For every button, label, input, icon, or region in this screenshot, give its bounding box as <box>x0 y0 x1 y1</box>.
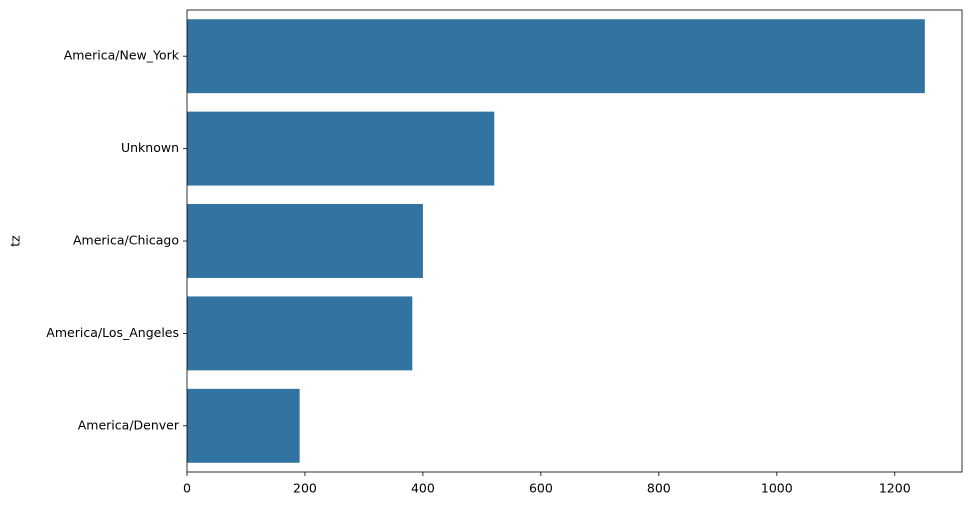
bar <box>187 296 413 371</box>
x-tick-label: 800 <box>647 481 671 496</box>
y-tick-label: America/Chicago <box>73 233 179 248</box>
y-axis-label: tz <box>8 235 23 247</box>
x-tick-label: 200 <box>293 481 317 496</box>
x-tick-label: 0 <box>183 481 191 496</box>
x-tick-label: 400 <box>411 481 435 496</box>
y-tick-label: Unknown <box>121 140 179 155</box>
bar <box>187 388 300 463</box>
x-tick-label: 600 <box>529 481 553 496</box>
axes-frame <box>186 9 963 473</box>
bar <box>187 204 423 278</box>
bar <box>187 111 495 186</box>
y-tick-label: America/Los_Angeles <box>46 325 179 340</box>
y-tick-label: America/Denver <box>78 417 180 432</box>
y-tick-label: America/New_York <box>64 48 180 63</box>
x-tick-label: 1200 <box>879 481 911 496</box>
x-tick-label: 1000 <box>761 481 793 496</box>
bar <box>187 19 925 94</box>
